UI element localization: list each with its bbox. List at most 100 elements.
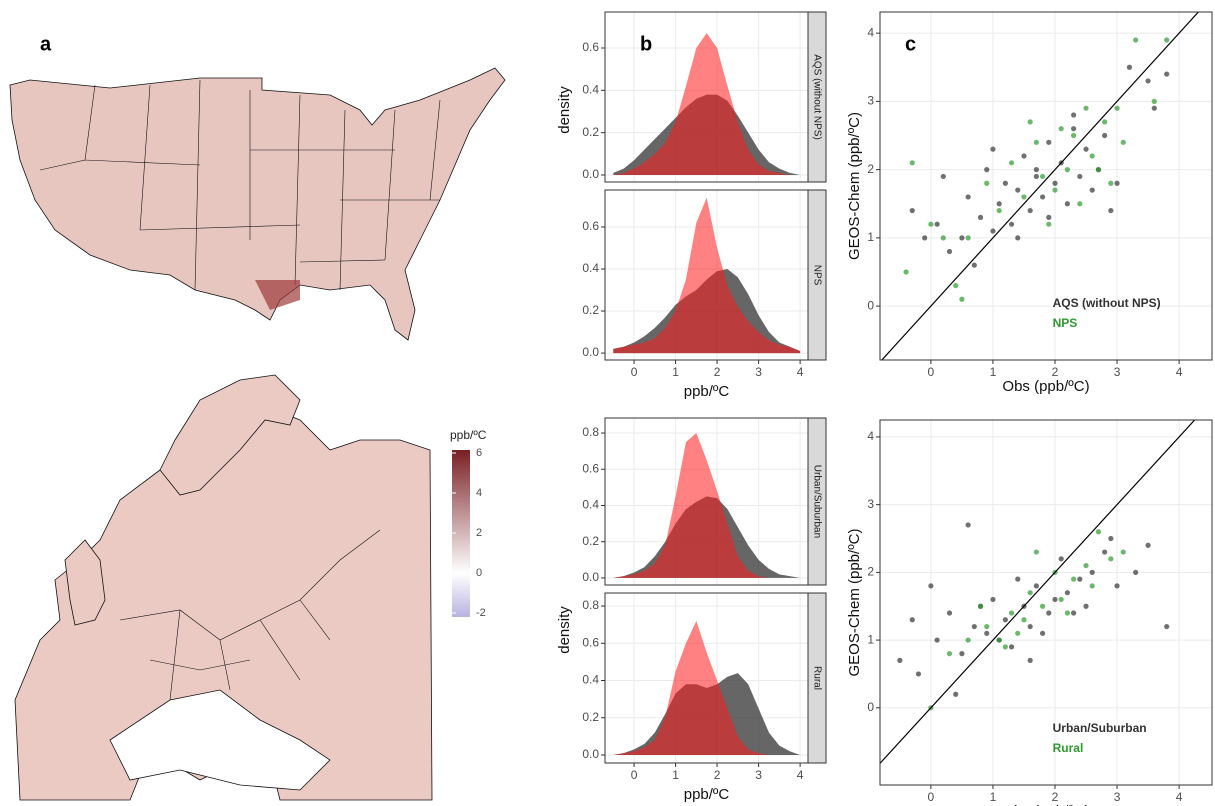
x-tick-label: 3 — [1114, 790, 1121, 804]
x-tick-label: 4 — [797, 365, 804, 379]
scatter-point — [1145, 78, 1151, 84]
scatter-point — [1052, 596, 1058, 603]
scatter-point — [1083, 146, 1089, 152]
x-tick-label: 0 — [928, 365, 935, 379]
density-area — [613, 433, 801, 578]
y-axis-title: GEOS-Chem (ppb/ºC) — [846, 112, 863, 260]
scatter-point — [909, 160, 915, 166]
scatter-point — [1008, 644, 1015, 650]
y-tick-label: 0.4 — [582, 673, 599, 687]
scatter-point — [1102, 132, 1108, 139]
scatter-point — [1108, 556, 1114, 562]
x-tick-label: 2 — [714, 365, 721, 379]
scatter-point — [1164, 71, 1170, 77]
scatter-point — [922, 235, 928, 241]
scatter-point — [897, 657, 903, 663]
panel-border — [879, 419, 1213, 786]
scatter-point — [965, 522, 971, 528]
y-tick-label: 0.8 — [582, 598, 599, 612]
scatter-point — [959, 651, 965, 657]
y-tick-label: 3 — [867, 94, 874, 108]
y-tick-label: 0.6 — [582, 461, 599, 475]
y-tick-label: 1 — [867, 230, 874, 244]
y-tick-label: 0.0 — [582, 167, 599, 181]
x-tick-label: 4 — [1176, 790, 1183, 804]
scatter-point — [977, 214, 984, 220]
y-tick-label: 0.4 — [582, 83, 599, 97]
x-tick-label: 1 — [672, 365, 679, 379]
scatter-point — [984, 623, 990, 630]
x-axis-title: ppb/ºC — [684, 383, 730, 400]
x-tick-label: 0 — [928, 790, 935, 804]
legend-label: Urban/Suburban — [1053, 721, 1147, 735]
scatter-point — [1108, 535, 1114, 542]
scatter-point — [934, 221, 940, 227]
scatter-point — [1071, 576, 1077, 582]
scatter-point — [946, 248, 953, 255]
facet-label: Urban/Suburban — [811, 465, 822, 538]
scatter-point — [940, 173, 946, 180]
y-axis-title: GEOS-Chem (ppb/ºC) — [846, 528, 863, 676]
scatter-point — [1021, 194, 1027, 200]
y-tick-label: 4 — [867, 25, 874, 39]
scatter-point — [971, 262, 977, 268]
scatter-point — [1046, 139, 1052, 145]
x-axis-title: Obs (ppb/ºC) — [1002, 803, 1089, 806]
scatter-point — [965, 235, 971, 241]
scatter-point — [996, 201, 1002, 207]
scatter-point — [1027, 590, 1033, 596]
scatter-point — [965, 194, 971, 200]
scatter-point — [1039, 173, 1046, 180]
x-tick-label: 0 — [631, 365, 638, 379]
scatter-point — [1027, 657, 1033, 663]
scatter-point — [1089, 153, 1095, 159]
scatter-point — [1058, 596, 1064, 603]
state-borders — [39, 79, 441, 291]
scatter-point — [946, 651, 953, 657]
scatter-point — [1046, 610, 1052, 616]
scatter-point — [1071, 132, 1077, 139]
y-tick-label: 0.2 — [582, 710, 599, 724]
y-tick-label: 2 — [867, 565, 874, 579]
scatter-point — [1102, 549, 1108, 555]
scatter-point — [1095, 529, 1102, 535]
scatter-point — [1071, 610, 1077, 616]
scatter-point — [1015, 235, 1021, 241]
y-tick-label: 4 — [867, 429, 874, 443]
scatter-point — [1008, 221, 1015, 227]
y-axis-title: density — [556, 606, 573, 654]
scatter-point — [953, 691, 959, 697]
scatter-point — [965, 637, 971, 643]
scatter-point — [1089, 187, 1095, 193]
x-tick-label: 2 — [1052, 365, 1059, 379]
legend-label: AQS (without NPS) — [1053, 296, 1161, 310]
x-tick-label: 1 — [990, 365, 997, 379]
scatter-point — [1077, 201, 1083, 207]
facet-strip — [807, 592, 827, 764]
x-tick-label: 1 — [990, 790, 997, 804]
us-hotspot — [255, 280, 300, 310]
y-tick-label: 0.2 — [582, 303, 599, 317]
y-tick-label: 0.6 — [582, 40, 599, 54]
identity-line — [880, 420, 1196, 764]
scatter-point — [1008, 610, 1015, 616]
scatter-point — [1071, 126, 1077, 132]
scatter-point — [909, 617, 915, 623]
scatter-point — [1083, 603, 1089, 609]
y-axis-title: density — [556, 86, 573, 134]
scatter-point — [1151, 105, 1157, 111]
scatter-point — [1046, 214, 1052, 220]
scatter-point — [1102, 119, 1108, 125]
scatter-point — [1108, 180, 1114, 186]
scatter-point — [1083, 105, 1089, 111]
y-tick-label: 0.0 — [582, 570, 599, 584]
scatter-point — [915, 671, 922, 677]
panel-label: b — [640, 33, 652, 55]
scatter-point — [1015, 630, 1021, 636]
panel-label: c — [905, 33, 916, 55]
scatter-point — [1027, 119, 1033, 125]
x-tick-label: 2 — [714, 768, 721, 782]
scatter-point — [984, 630, 990, 636]
y-tick-label: 0 — [867, 700, 874, 714]
x-tick-label: 4 — [1176, 365, 1183, 379]
